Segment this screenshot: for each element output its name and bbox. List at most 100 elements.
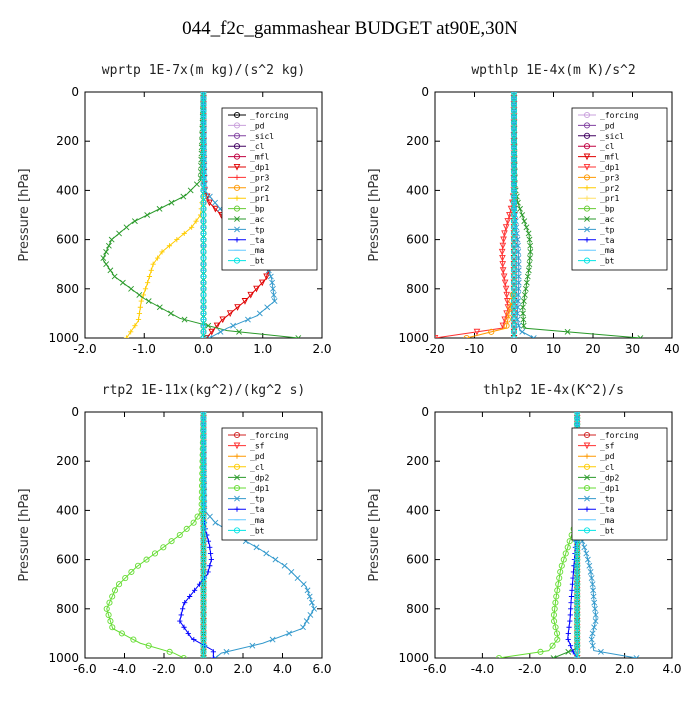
data-point [200,254,207,262]
data-point [515,248,522,255]
legend: _forcing_pd _sicl_cl _mfl_dp1_pr3 _pr2_pr1 _… [221,107,318,271]
data-point [200,464,207,471]
data-point [200,415,207,422]
data-point [111,273,118,280]
data-point [525,267,532,274]
data-point [524,273,531,280]
data-point [245,316,251,323]
legend-label: _ma [600,516,615,525]
data-point [247,291,255,299]
legend-marker [583,143,591,150]
legend-label: _dp2 [600,473,619,482]
data-point [527,248,534,255]
data-point [510,162,518,169]
legend-label: _ta [250,236,265,245]
data-point [269,279,276,286]
data-point [523,279,530,286]
data-point [200,211,207,219]
data-point [200,550,207,557]
legend-marker [233,122,241,129]
data-point [558,562,565,569]
data-point [200,611,207,618]
data-point [565,630,571,636]
data-point [520,298,527,305]
data-point [574,562,581,569]
series-line [126,92,204,338]
legend-label: _forcing [600,111,639,120]
data-point [633,655,640,658]
data-point [554,587,561,594]
y-tick-label: 200 [406,454,429,468]
y-tick-label: 200 [56,454,79,468]
data-point [200,525,207,532]
data-point [106,599,113,606]
data-point [200,476,207,483]
legend-item: _dp1 [578,484,619,493]
legend-label: _ta [250,505,265,514]
data-point [510,175,518,182]
data-point [208,328,216,336]
legend-label: _bt [600,257,615,266]
y-tick-label: 800 [56,282,79,296]
data-point [108,236,115,243]
data-point [206,193,213,200]
data-point [588,636,595,643]
legend-label: _forcing [250,431,289,440]
legend-marker [234,174,240,180]
legend: _forcing _sf_pd _cl_dp2 _dp1 _tp_ta _ma_bt [571,427,668,541]
data-point [552,624,559,631]
legend-label: _pr1 [250,194,269,203]
series-dp1 [435,92,518,338]
data-point [574,581,581,588]
data-point [281,562,288,569]
data-point [200,501,207,508]
data-point [200,267,207,274]
legend-item: _sf [578,442,615,451]
data-point [103,248,110,255]
data-point [200,298,207,305]
data-point [510,242,518,249]
data-point [300,624,306,631]
data-point [208,557,214,563]
legend-marker [584,506,590,512]
y-axis-label: Pressure [hPa] [367,168,382,261]
series-dp1 [495,412,581,658]
data-point [205,322,212,329]
data-point [131,218,138,225]
y-tick-label: 1000 [398,331,429,345]
data-point [200,187,207,194]
data-point [510,328,518,335]
legend-label: _ma [250,246,265,255]
data-point [256,310,263,317]
legend-marker [233,153,241,160]
data-point [210,649,216,655]
data-point [510,316,518,323]
data-point [180,193,187,200]
data-point [145,642,152,649]
data-point [200,273,207,280]
data-point [510,199,518,206]
data-point [307,612,314,618]
data-point [212,199,218,206]
data-point [200,568,207,575]
legend-label: _bp [250,205,265,214]
data-point [510,92,518,96]
legend-marker [234,453,240,459]
legend-label: _sf [250,442,265,451]
legend-label: _tp [250,495,265,504]
data-point [295,335,302,338]
data-point [160,544,167,551]
legend-item: _pr1 [578,194,619,203]
data-point [574,654,581,658]
data-point [499,242,507,250]
data-point [253,285,260,293]
data-point [200,624,207,631]
data-point [574,415,581,422]
data-point [253,544,260,551]
legend-marker [584,185,590,191]
data-point [520,310,526,317]
legend-label: _tp [250,225,265,234]
data-point [200,175,207,182]
data-point [207,513,213,520]
data-point [200,119,207,126]
